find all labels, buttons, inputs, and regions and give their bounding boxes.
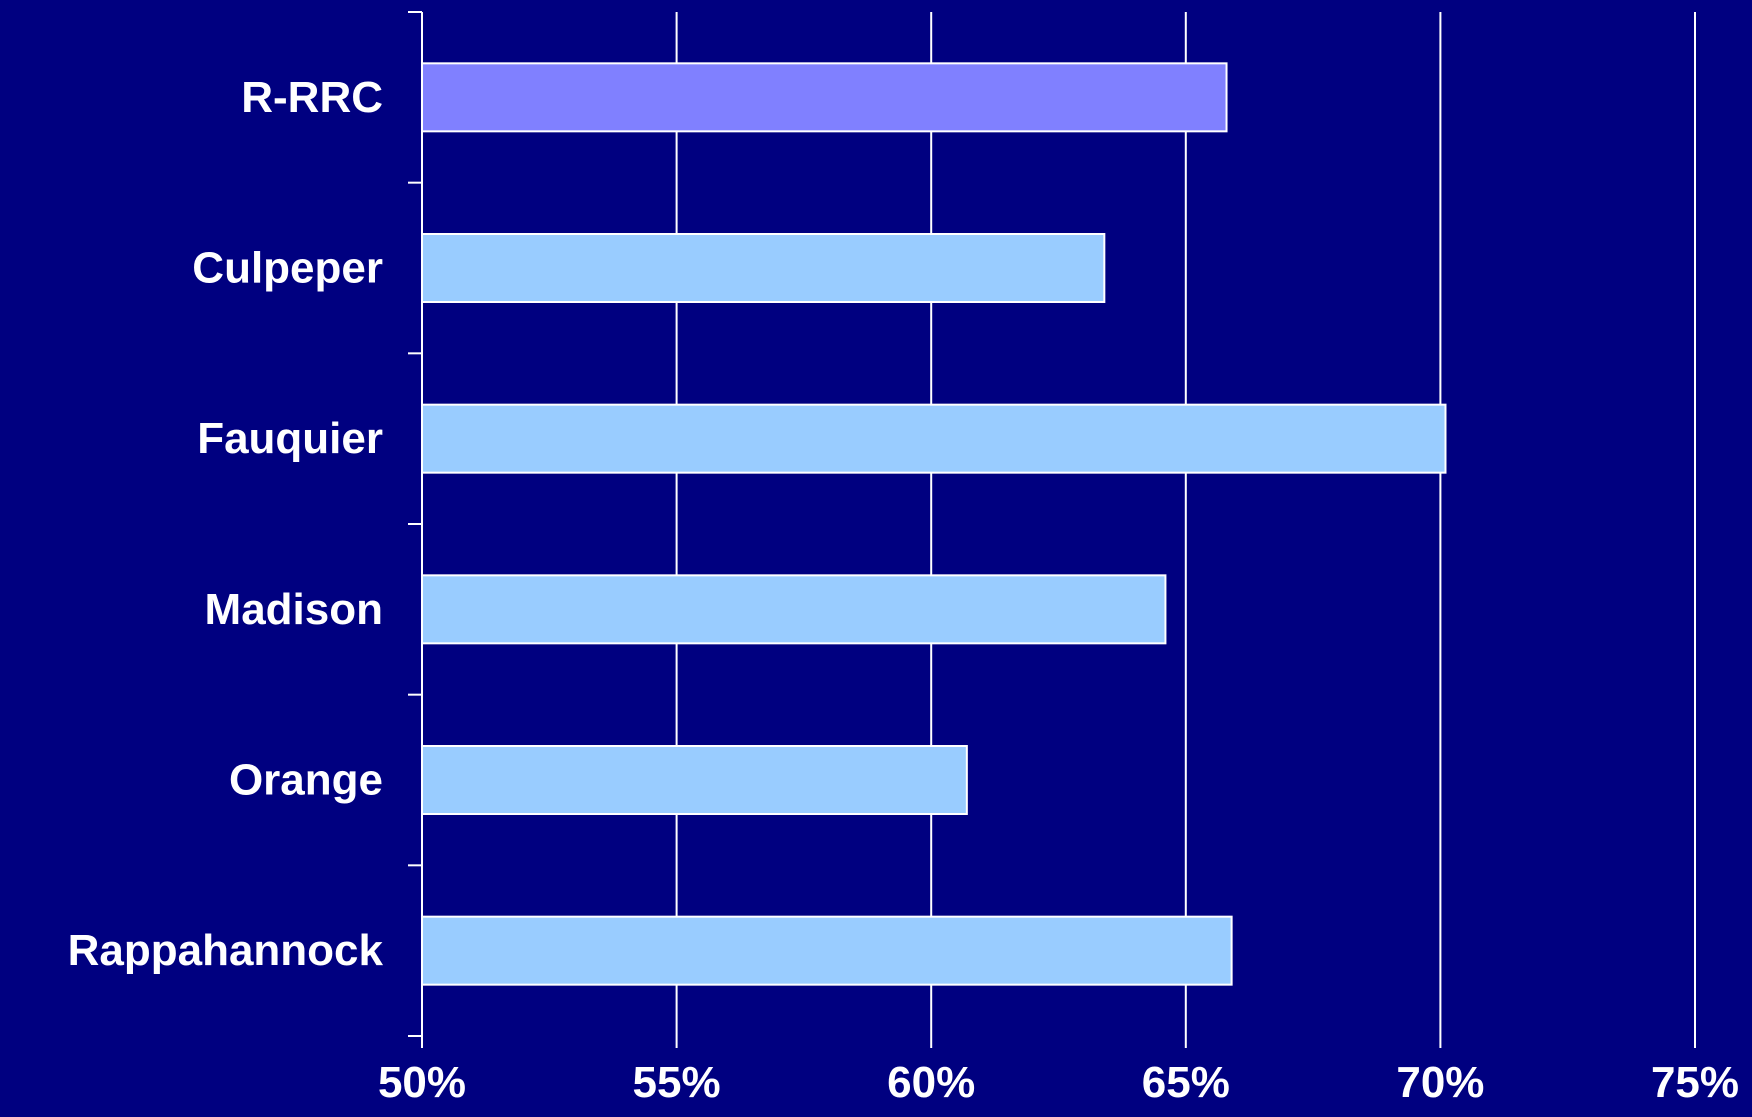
bar-fauquier bbox=[422, 405, 1445, 473]
x-tick-label: 60% bbox=[887, 1058, 975, 1107]
x-tick-label: 70% bbox=[1396, 1058, 1484, 1107]
category-label: Rappahannock bbox=[68, 926, 384, 975]
category-label: Orange bbox=[229, 756, 383, 805]
x-tick-label: 50% bbox=[378, 1058, 466, 1107]
bar-orange bbox=[422, 746, 967, 814]
bar-culpeper bbox=[422, 234, 1104, 302]
category-label: Madison bbox=[205, 585, 383, 634]
x-tick-label: 75% bbox=[1651, 1058, 1739, 1107]
category-label: Culpeper bbox=[192, 244, 383, 293]
bar-r-rrc bbox=[422, 63, 1227, 131]
category-label: R-RRC bbox=[241, 73, 383, 122]
bar-madison bbox=[422, 575, 1165, 643]
x-tick-label: 55% bbox=[633, 1058, 721, 1107]
category-label: Fauquier bbox=[197, 414, 383, 463]
x-tick-label: 65% bbox=[1142, 1058, 1230, 1107]
bar-rappahannock bbox=[422, 917, 1232, 985]
